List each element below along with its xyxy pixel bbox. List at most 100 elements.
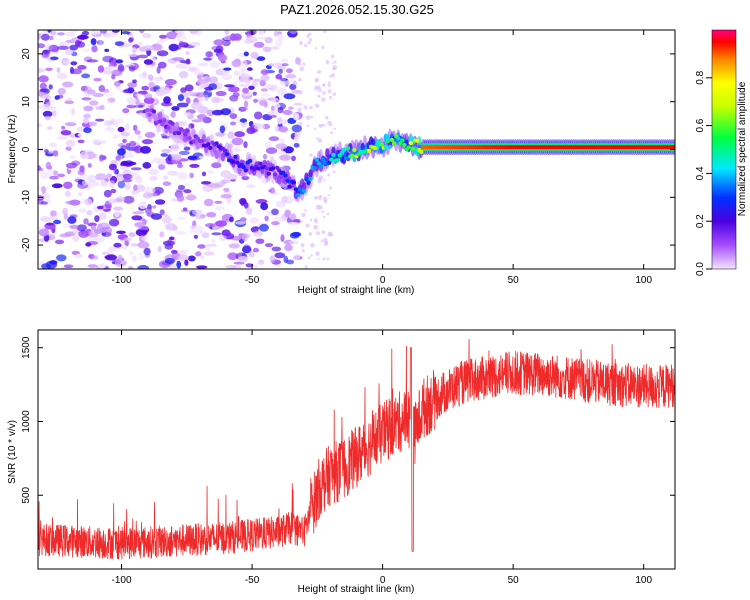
noise-dot (297, 110, 301, 114)
noise-blob (186, 194, 197, 201)
noise-blob (48, 84, 53, 90)
noise-blob (189, 163, 200, 168)
noise-dot (298, 121, 303, 126)
noise-dot (333, 127, 336, 130)
noise-blob (44, 98, 50, 103)
noise-blob (67, 216, 77, 224)
ridge-cell (162, 118, 167, 123)
noise-blob (262, 46, 272, 53)
noise-dot (317, 94, 321, 98)
noise-blob (207, 169, 214, 175)
noise-blob (93, 77, 102, 82)
noise-blob (187, 155, 198, 160)
noise-blob (52, 150, 59, 157)
noise-blob (49, 35, 54, 41)
noise-blob (221, 73, 232, 80)
noise-blob (148, 168, 159, 176)
ridge-cell (166, 125, 171, 130)
noise-blob (163, 181, 170, 187)
noise-blob (170, 143, 180, 152)
noise-blob (53, 219, 62, 225)
noise-blob (136, 112, 147, 116)
noise-blob (281, 58, 289, 63)
noise-blob (84, 198, 93, 206)
noise-dot (330, 54, 335, 59)
noise-blob (239, 107, 249, 111)
ridge-cell (406, 145, 411, 150)
noise-blob (65, 49, 73, 56)
noise-blob (271, 208, 279, 216)
noise-dot (313, 224, 319, 230)
noise-blob (214, 206, 225, 211)
noise-blob (170, 249, 178, 254)
noise-blob (267, 111, 275, 116)
noise-blob (92, 153, 98, 159)
colorbar-label: Normalized spectral amplitude (737, 81, 748, 216)
noise-blob (250, 51, 259, 60)
noise-dot (322, 83, 326, 87)
colorbar-tick-label: 0.6 (695, 118, 706, 132)
noise-blob (275, 143, 288, 150)
noise-blob (260, 69, 269, 75)
noise-blob (131, 47, 137, 54)
ridge-cell (387, 144, 393, 149)
noise-blob (56, 67, 61, 73)
noise-blob (231, 59, 242, 68)
noise-blob (241, 233, 249, 242)
noise-blob (129, 140, 137, 147)
ridge-cell (389, 137, 395, 142)
noise-blob (114, 80, 121, 87)
noise-blob (187, 67, 197, 72)
spectrogram-x-tick-label: 50 (508, 275, 520, 286)
noise-blob (283, 93, 296, 100)
noise-blob (81, 97, 92, 101)
noise-blob (141, 85, 150, 91)
noise-blob (137, 54, 148, 59)
noise-blob (242, 87, 249, 94)
noise-dot (327, 83, 331, 88)
ridge-cell (302, 189, 307, 194)
colorbar-tick-label: 0.4 (695, 166, 706, 180)
noise-blob (117, 126, 125, 133)
noise-blob (155, 77, 160, 83)
ridge-cell (302, 182, 307, 191)
noise-blob (138, 30, 145, 34)
noise-blob (185, 58, 191, 65)
noise-blob (176, 102, 189, 108)
colorbar-tick-label: 0.0 (695, 262, 706, 276)
noise-dot (317, 88, 322, 93)
noise-blob (81, 180, 90, 186)
noise-blob (281, 195, 288, 204)
noise-dot (321, 210, 325, 214)
ridge-cell (391, 141, 397, 146)
noise-blob (121, 30, 131, 35)
noise-blob (137, 241, 150, 249)
noise-dot (321, 230, 326, 235)
noise-blob (215, 45, 224, 53)
noise-blob (127, 54, 138, 57)
noise-blob (121, 244, 128, 251)
noise-blob (203, 57, 212, 61)
noise-blob (205, 244, 211, 252)
noise-blob (292, 80, 298, 86)
ridge-cell (283, 173, 288, 178)
noise-blob (141, 139, 154, 145)
noise-blob (101, 251, 110, 255)
noise-dot (317, 138, 323, 143)
noise-blob (173, 154, 182, 161)
noise-blob (262, 154, 270, 159)
noise-blob (229, 216, 234, 223)
noise-blob (57, 87, 66, 95)
noise-blob (138, 251, 145, 260)
noise-blob (113, 168, 118, 175)
noise-blob (166, 31, 178, 40)
noise-blob (143, 59, 153, 65)
noise-blob (269, 255, 276, 263)
noise-blob (176, 260, 182, 269)
noise-blob (240, 73, 251, 80)
noise-blob (284, 209, 292, 218)
noise-blob (91, 255, 99, 260)
noise-blob (179, 40, 184, 47)
noise-blob (257, 36, 269, 40)
noise-blob (158, 164, 166, 170)
